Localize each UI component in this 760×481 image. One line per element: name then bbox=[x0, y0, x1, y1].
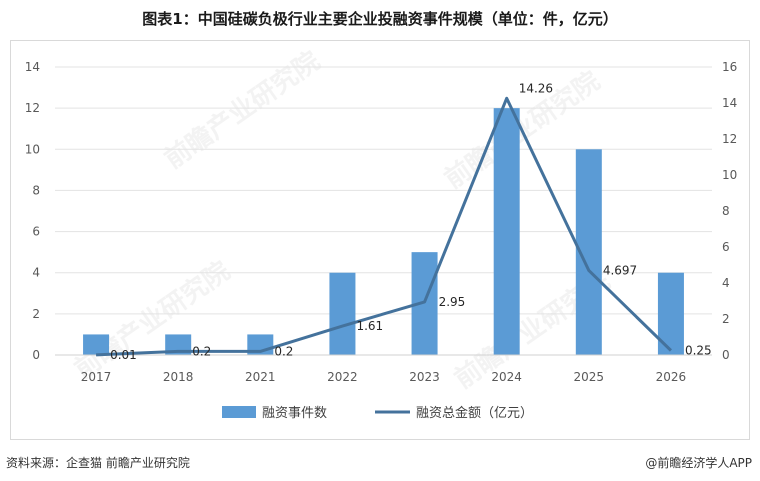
left-axis-tick-label: 14 bbox=[25, 60, 40, 74]
bar bbox=[493, 108, 520, 356]
x-axis-tick-label: 2022 bbox=[327, 370, 358, 384]
bar bbox=[165, 334, 192, 355]
line-data-label: 1.61 bbox=[356, 319, 383, 333]
right-axis-tick-label: 10 bbox=[722, 168, 737, 182]
chart-title: 图表1：中国硅碳负极行业主要企业投融资事件规模（单位：件，亿元） bbox=[142, 10, 618, 28]
right-axis-tick-label: 14 bbox=[722, 96, 737, 110]
line-data-label: 14.26 bbox=[519, 81, 553, 95]
left-axis-tick-label: 2 bbox=[32, 307, 40, 321]
line-data-label: 4.697 bbox=[603, 263, 637, 277]
right-axis-ticks: 0 2 4 6 8 10 12 14 16 bbox=[722, 60, 737, 362]
legend: 融资事件数 融资总金额（亿元） bbox=[222, 405, 533, 421]
left-axis-ticks: 0 2 4 6 8 10 12 14 bbox=[25, 60, 40, 362]
legend-swatch-bar bbox=[222, 406, 256, 418]
x-axis-tick-label: 2023 bbox=[409, 370, 440, 384]
right-axis-tick-label: 4 bbox=[722, 276, 730, 290]
left-axis-tick-label: 10 bbox=[25, 142, 40, 156]
x-axis-tick-label: 2018 bbox=[163, 370, 194, 384]
line-data-label: 0.2 bbox=[192, 344, 211, 358]
right-axis-tick-label: 0 bbox=[722, 348, 730, 362]
x-axis-tick-label: 2024 bbox=[491, 370, 522, 384]
brand-note: @前瞻经济学人APP bbox=[645, 456, 752, 470]
line-series bbox=[96, 96, 672, 357]
line-data-label: 0.01 bbox=[110, 348, 137, 362]
x-axis-tick-label: 2017 bbox=[81, 370, 112, 384]
gridlines bbox=[55, 66, 712, 315]
x-axis-ticks: 2017 2018 2021 2022 2023 2024 2025 2026 bbox=[81, 370, 686, 384]
x-axis-tick-label: 2021 bbox=[245, 370, 276, 384]
right-axis-tick-label: 16 bbox=[722, 60, 737, 74]
bar bbox=[329, 272, 356, 355]
source-note: 资料来源：企查猫 前瞻产业研究院 bbox=[6, 456, 190, 470]
chart-frame bbox=[10, 40, 750, 440]
left-axis-tick-label: 4 bbox=[32, 266, 40, 280]
left-axis-tick-label: 0 bbox=[32, 348, 40, 362]
right-axis-tick-label: 8 bbox=[722, 204, 730, 218]
right-axis-tick-label: 2 bbox=[722, 312, 730, 326]
legend-label-bar: 融资事件数 bbox=[262, 406, 327, 421]
line-data-label: 0.25 bbox=[685, 344, 712, 358]
right-axis-tick-label: 12 bbox=[722, 132, 737, 146]
left-axis-tick-label: 12 bbox=[25, 101, 40, 115]
left-axis-tick-label: 8 bbox=[32, 183, 40, 197]
legend-label-line: 融资总金额（亿元） bbox=[416, 405, 533, 421]
line-data-label: 0.2 bbox=[274, 344, 293, 358]
line-data-label: 2.95 bbox=[439, 295, 466, 309]
line-data-labels: 0.01 0.2 0.2 1.61 2.95 14.26 4.697 0.25 bbox=[110, 81, 712, 362]
x-axis-tick-label: 2026 bbox=[656, 370, 687, 384]
right-axis-tick-label: 6 bbox=[722, 240, 730, 254]
x-axis-tick-label: 2025 bbox=[574, 370, 605, 384]
left-axis-tick-label: 6 bbox=[32, 225, 40, 239]
bar bbox=[83, 334, 110, 355]
